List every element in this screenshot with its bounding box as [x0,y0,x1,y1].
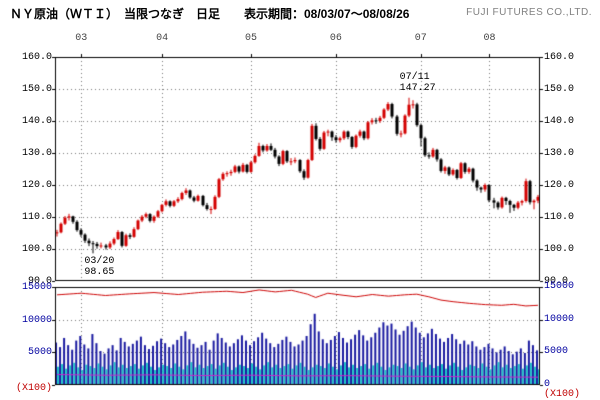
month-tick-label: 07 [414,33,427,44]
price-tick-label-left: 140.0 [21,116,52,127]
volume-tick-label-right: 0 [544,379,551,390]
volume-unit-label-right: (X100) [544,389,581,400]
price-annotation: 03/20 98.65 [84,256,115,279]
price-tick-label-right: 100.0 [544,244,575,255]
month-tick-label: 08 [483,33,496,44]
volume-tick-label-right: 5000 [544,346,569,358]
month-tick-label: 06 [329,33,342,44]
volume-tick-label-left: 15000 [21,282,52,293]
price-tick-label-left: 90.0 [27,276,52,287]
volume-tick-label-right: 10000 [544,313,575,325]
volume-tick-label-left: 5000 [27,347,52,359]
volume-tick-label-left: 10000 [21,314,52,326]
price-tick-label-left: 150.0 [21,84,52,95]
price-tick-label-right: 130.0 [544,148,575,159]
price-annotation: 07/11 147.27 [399,71,436,94]
month-tick-label: 03 [75,33,88,44]
price-tick-label-left: 130.0 [21,148,52,159]
volume-tick-label-right: 15000 [544,281,575,292]
month-tick-label: 04 [156,33,169,44]
month-tick-label: 05 [245,33,258,44]
price-tick-label-right: 160.0 [544,52,575,63]
price-tick-label-right: 140.0 [544,116,575,127]
price-tick-label-left: 110.0 [21,212,52,223]
price-tick-label-right: 110.0 [544,212,575,223]
price-tick-label-right: 90.0 [544,276,569,287]
price-tick-label-right: 150.0 [544,84,575,95]
volume-unit-label-left: (X100) [15,383,52,394]
price-tick-label-right: 120.0 [544,180,575,191]
price-tick-label-left: 160.0 [21,52,52,63]
price-tick-label-left: 120.0 [21,180,52,191]
price-tick-label-left: 100.0 [21,244,52,255]
